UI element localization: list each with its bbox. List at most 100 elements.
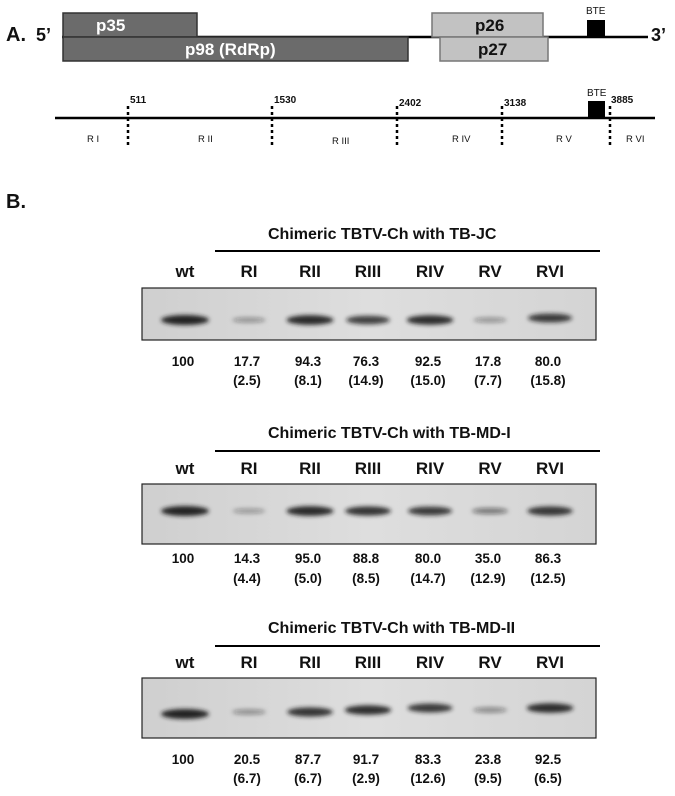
quantification-value: 95.0: [295, 551, 321, 566]
quantification-value: 35.0: [475, 551, 501, 566]
lane-label: RIII: [355, 459, 381, 478]
quantification-sd: (4.4): [233, 571, 261, 586]
quantification-value: 87.7: [295, 752, 321, 767]
region-boundaries: [126, 106, 612, 146]
blot-band: [161, 315, 209, 325]
blot-band: [407, 506, 453, 516]
quantification-sd: (6.5): [534, 771, 562, 786]
lane-label: RVI: [536, 262, 564, 281]
lane-label: RI: [241, 262, 258, 281]
position-label: 3885: [611, 95, 634, 106]
quantification-sd: (7.7): [474, 373, 502, 388]
blot-band: [472, 707, 508, 713]
region-label: R II: [198, 134, 213, 145]
lane-label: wt: [175, 653, 195, 672]
blot-band: [286, 506, 334, 516]
quantification-sd: (9.5): [474, 771, 502, 786]
blot-band: [161, 709, 209, 719]
lane-label: RV: [478, 262, 502, 281]
blot-band: [473, 317, 507, 323]
blot-title: Chimeric TBTV-Ch with TB-MD-II: [268, 620, 515, 637]
quantification-value: 80.0: [535, 354, 561, 369]
quantification-sd: (12.5): [530, 571, 565, 586]
lane-label: RVI: [536, 653, 564, 672]
blot-band: [345, 506, 391, 516]
quantification-sd: (6.7): [294, 771, 322, 786]
quantification-value: 92.5: [415, 354, 442, 369]
quantification-value: 86.3: [535, 551, 562, 566]
panel-b: B. Chimeric TBTV-Ch with TB-JC wt RI RII RII…: [6, 191, 600, 786]
region-label: R IV: [452, 134, 471, 145]
quantification-sd: (15.8): [530, 373, 565, 388]
lane-label: RIII: [355, 262, 381, 281]
three-prime-label: 3’: [651, 25, 666, 45]
blot-band: [232, 508, 266, 514]
position-label: 1530: [274, 95, 297, 106]
region-label: R I: [87, 134, 99, 145]
quantification-value: 83.3: [415, 752, 442, 767]
bte-label-map: BTE: [587, 88, 607, 99]
quantification-value: 20.5: [234, 752, 261, 767]
quantification-value: 100: [172, 354, 195, 369]
lane-label: RV: [478, 459, 502, 478]
lane-label: RI: [241, 459, 258, 478]
orf-p35-label: p35: [96, 16, 125, 35]
orf-p35-box: [62, 12, 198, 38]
bte-box-top: [587, 20, 605, 38]
region-label: R III: [332, 136, 349, 147]
quantification-value: 92.5: [535, 752, 562, 767]
blot-band: [526, 703, 574, 713]
blot-panel: Chimeric TBTV-Ch with TB-MD-II wt RI RII RII…: [141, 620, 600, 786]
blot-title: Chimeric TBTV-Ch with TB-JC: [268, 226, 497, 243]
quantification-sd: (12.9): [470, 571, 505, 586]
quantification-value: 100: [172, 551, 195, 566]
quantification-value: 17.8: [475, 354, 502, 369]
quantification-sd: (14.9): [348, 373, 383, 388]
blots-container: Chimeric TBTV-Ch with TB-JC wt RI RII RIII RI…: [141, 226, 600, 786]
position-label: 2402: [399, 98, 422, 109]
quantification-value: 76.3: [353, 354, 380, 369]
blot-panel: Chimeric TBTV-Ch with TB-JC wt RI RII RIII RI…: [141, 226, 600, 388]
blot-band: [287, 707, 333, 717]
quantification-value: 94.3: [295, 354, 322, 369]
bte-box-map: [588, 101, 605, 118]
lane-label: RIV: [416, 459, 445, 478]
quantification-value: 91.7: [353, 752, 379, 767]
lane-label: RIII: [355, 653, 381, 672]
quantification-sd: (2.5): [233, 373, 261, 388]
quantification-sd: (8.1): [294, 373, 322, 388]
blot-band: [527, 506, 573, 516]
orf-p98-label: p98 (RdRp): [185, 40, 276, 59]
lane-label: RVI: [536, 459, 564, 478]
quantification-value: 17.7: [234, 354, 260, 369]
quantification-sd: (12.6): [410, 771, 445, 786]
orf-p98-box: [62, 36, 409, 62]
blot-band: [344, 705, 392, 715]
region-label: R VI: [626, 134, 644, 145]
orf-p27-box: [439, 36, 549, 62]
blot-title: Chimeric TBTV-Ch with TB-MD-I: [268, 425, 511, 442]
blot-band: [527, 313, 573, 323]
quantification-sd: (8.5): [352, 571, 380, 586]
blot-band: [232, 709, 266, 715]
lane-label: RIV: [416, 653, 445, 672]
quantification-sd: (14.7): [410, 571, 445, 586]
five-prime-label: 5’: [36, 25, 51, 45]
panel-a-label: A.: [6, 24, 26, 46]
lane-label: RI: [241, 653, 258, 672]
orf-p27-label: p27: [478, 40, 507, 59]
blot-image: [141, 287, 597, 341]
panel-a: A. 5’ 3’ p35 p98 (RdRp) p26 p27 BTE 511 …: [6, 6, 666, 147]
blot-band: [407, 703, 453, 713]
lane-label: RII: [299, 459, 321, 478]
lane-label: RII: [299, 262, 321, 281]
quantification-value: 80.0: [415, 551, 441, 566]
lane-label: RIV: [416, 262, 445, 281]
quantification-value: 88.8: [353, 551, 380, 566]
blot-band: [406, 315, 454, 325]
quantification-value: 23.8: [475, 752, 502, 767]
blot-band: [232, 317, 266, 323]
lane-label: wt: [175, 459, 195, 478]
blot-band: [471, 507, 509, 515]
